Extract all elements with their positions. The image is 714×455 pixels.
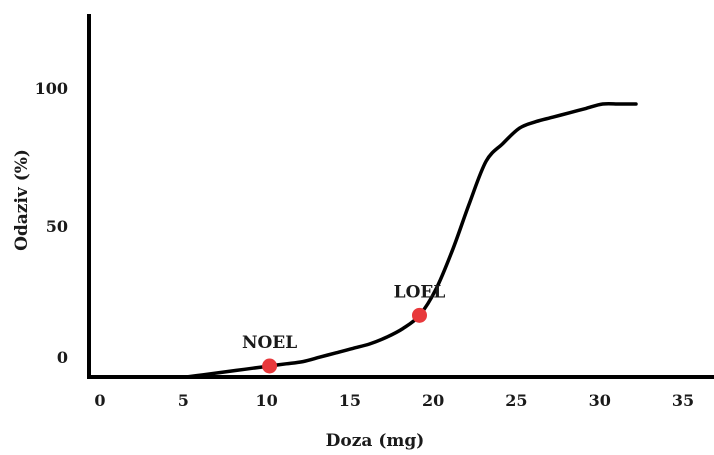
x-tick-label: 5 [178, 391, 189, 410]
x-tick-label: 35 [672, 391, 694, 410]
marked-points: NOEL LOEL [242, 282, 446, 374]
x-tick-label: 0 [94, 391, 105, 410]
noel-point [262, 358, 278, 374]
x-tick-label: 30 [589, 391, 611, 410]
x-tick-labels: 0 5 10 15 20 25 30 35 [94, 391, 694, 410]
loel-label: LOEL [394, 282, 446, 302]
y-tick-label: 100 [35, 79, 68, 98]
x-tick-label: 25 [505, 391, 527, 410]
y-tick-label: 50 [46, 217, 68, 236]
loel-point [411, 307, 427, 323]
x-tick-label: 20 [422, 391, 444, 410]
x-tick-label: 10 [255, 391, 277, 410]
y-axis-title: Odaziv (%) [12, 149, 32, 251]
y-tick-label: 0 [57, 348, 68, 367]
dose-response-curve [184, 101, 638, 379]
noel-label: NOEL [242, 333, 297, 353]
x-tick-label: 15 [339, 391, 361, 410]
y-tick-labels: 0 50 100 [35, 79, 68, 367]
x-axis-title: Doza (mg) [326, 431, 425, 451]
